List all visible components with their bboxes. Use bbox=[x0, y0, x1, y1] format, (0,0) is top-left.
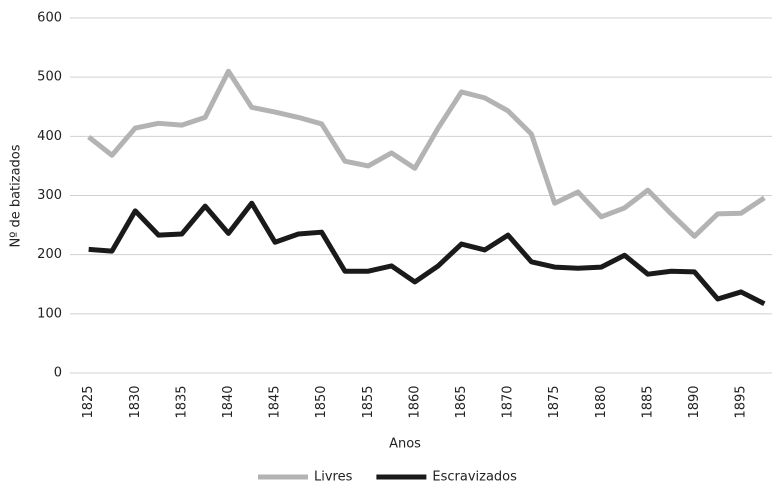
x-tick-label: 1855 bbox=[361, 385, 376, 418]
y-tick-label: 600 bbox=[37, 11, 62, 26]
y-tick-label: 300 bbox=[37, 188, 62, 203]
x-tick-label: 1885 bbox=[640, 385, 655, 418]
y-tick-label: 200 bbox=[37, 247, 62, 262]
x-tick-label: 1895 bbox=[734, 385, 749, 418]
legend-label: Livres bbox=[314, 470, 353, 485]
x-axis-title: Anos bbox=[389, 437, 421, 452]
y-tick-label: 100 bbox=[37, 306, 62, 321]
x-tick-label: 1890 bbox=[687, 385, 702, 418]
x-tick-label: 1840 bbox=[221, 385, 236, 418]
x-tick-label: 1825 bbox=[81, 385, 96, 418]
line-series bbox=[87, 68, 766, 239]
x-tick-label: 1880 bbox=[594, 385, 609, 418]
x-tick-label: 1870 bbox=[501, 385, 516, 418]
x-tick-label: 1875 bbox=[547, 385, 562, 418]
x-tick-label: 1845 bbox=[268, 385, 283, 418]
x-tick-label: 1830 bbox=[128, 385, 143, 418]
x-tick-label: 1860 bbox=[407, 385, 422, 418]
y-tick-label: 500 bbox=[37, 70, 62, 85]
y-axis-title: Nº de batizados bbox=[9, 144, 24, 247]
legend-label: Escravizados bbox=[432, 470, 517, 485]
line-series bbox=[88, 200, 766, 307]
y-tick-label: 0 bbox=[54, 366, 62, 381]
x-tick-label: 1835 bbox=[174, 385, 189, 418]
x-tick-label: 1865 bbox=[454, 385, 469, 418]
y-tick-label: 400 bbox=[37, 129, 62, 144]
x-tick-label: 1850 bbox=[314, 385, 329, 418]
